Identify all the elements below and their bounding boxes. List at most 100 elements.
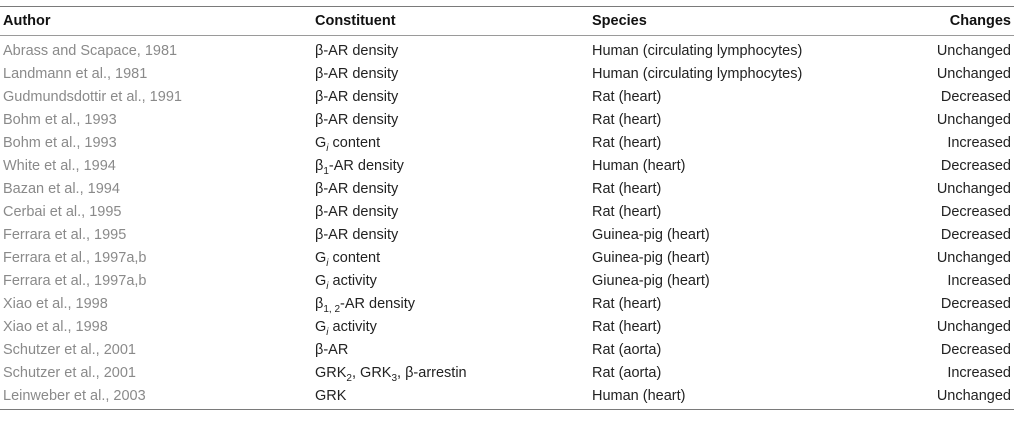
constituent-part: G <box>315 249 327 266</box>
cell-constituent: β-AR density <box>315 204 592 220</box>
cell-author: Cerbai et al., 1995 <box>3 203 122 220</box>
header-row: Author Constituent Species Changes <box>0 7 1014 35</box>
cell-species: Rat (aorta) <box>592 341 662 358</box>
cell-constituent: GRK <box>315 388 592 404</box>
cell-constituent: Gi activity <box>315 272 592 292</box>
header-constituent: Constituent <box>315 13 396 29</box>
table-row: Abrass and Scapace, 1981 β-AR density Huma… <box>0 39 1014 62</box>
constituent-part: β-AR density <box>315 203 399 220</box>
header-author: Author <box>3 13 51 29</box>
cell-changes: Decreased <box>940 157 1011 174</box>
cell-changes: Unchanged <box>936 180 1011 197</box>
constituent-part: activity <box>328 318 377 335</box>
cell-constituent: β-AR density <box>315 66 592 82</box>
constituent-part: content <box>328 249 381 266</box>
cell-species: Human (circulating lymphocytes) <box>592 65 803 82</box>
table-row: Gudmundsdottir et al., 1991 β-AR density R… <box>0 85 1014 108</box>
constituent-part: -AR density <box>328 157 404 174</box>
table-row: Bohm et al., 1993 Gi content Rat (heart) In… <box>0 131 1014 154</box>
constituent-part: i <box>326 326 329 338</box>
top-rule <box>0 6 1014 7</box>
constituent-part: 1, 2 <box>323 303 341 315</box>
constituent-part: GRK <box>315 364 347 381</box>
cell-changes: Decreased <box>940 203 1011 220</box>
cell-author: Ferrara et al., 1995 <box>3 226 127 243</box>
cell-constituent: β-AR <box>315 342 592 358</box>
cell-constituent: β-AR density <box>315 181 592 197</box>
table-row: Schutzer et al., 2001 β-AR Rat (aorta) Decr… <box>0 338 1014 361</box>
table-row: Schutzer et al., 2001 GRK2, GRK3, β-arres… <box>0 361 1014 384</box>
cell-species: Rat (heart) <box>592 295 662 312</box>
cell-author: Leinweber et al., 2003 <box>3 387 146 404</box>
cell-species: Guinea-pig (heart) <box>592 249 710 266</box>
cell-author: Gudmundsdottir et al., 1991 <box>3 88 182 105</box>
table-row: Ferrara et al., 1995 β-AR density Guinea-p… <box>0 223 1014 246</box>
header-changes: Changes <box>949 13 1011 29</box>
cell-changes: Decreased <box>940 226 1011 243</box>
cell-changes: Increased <box>947 134 1011 151</box>
bottom-rule <box>0 409 1014 410</box>
cell-author: Abrass and Scapace, 1981 <box>3 42 178 59</box>
cell-species: Rat (heart) <box>592 88 662 105</box>
cell-author: Bohm et al., 1993 <box>3 134 117 151</box>
constituent-part: content <box>328 134 381 151</box>
cell-species: Human (heart) <box>592 157 686 174</box>
table-row: White et al., 1994 β1-AR density Human (he… <box>0 154 1014 177</box>
cell-constituent: β1-AR density <box>315 157 592 177</box>
cell-author: Schutzer et al., 2001 <box>3 341 136 358</box>
cell-constituent: Gi activity <box>315 318 592 338</box>
constituent-part: β-AR density <box>315 180 399 197</box>
table-row: Ferrara et al., 1997a,b Gi content Guinea-… <box>0 246 1014 269</box>
cell-species: Human (circulating lymphocytes) <box>592 42 803 59</box>
constituent-part: 2 <box>346 372 352 384</box>
cell-author: Landmann et al., 1981 <box>3 65 148 82</box>
constituent-part: 1 <box>323 165 329 177</box>
constituent-part: G <box>315 318 327 335</box>
constituent-part: β-AR density <box>315 88 399 105</box>
table-row: Ferrara et al., 1997a,b Gi activity Giunea… <box>0 269 1014 292</box>
header-rule <box>0 35 1014 36</box>
constituent-part: β-AR density <box>315 42 399 59</box>
cell-constituent: β1, 2-AR density <box>315 295 592 315</box>
constituent-part: β-AR density <box>315 65 399 82</box>
cell-author: Schutzer et al., 2001 <box>3 364 136 381</box>
data-table: Author Constituent Species Changes Abras… <box>0 6 1014 410</box>
table-row: Bazan et al., 1994 β-AR density Rat (heart… <box>0 177 1014 200</box>
cell-author: Xiao et al., 1998 <box>3 295 108 312</box>
cell-changes: Decreased <box>940 341 1011 358</box>
cell-changes: Decreased <box>940 88 1011 105</box>
constituent-part: i <box>326 257 329 269</box>
table-row: Landmann et al., 1981 β-AR density Human (… <box>0 62 1014 85</box>
constituent-part: β-AR density <box>315 226 399 243</box>
table-row: Bohm et al., 1993 β-AR density Rat (heart)… <box>0 108 1014 131</box>
constituent-part: i <box>326 280 329 292</box>
cell-species: Giunea-pig (heart) <box>592 272 710 289</box>
cell-changes: Unchanged <box>936 42 1011 59</box>
table-row: Xiao et al., 1998 β1, 2-AR density Rat (he… <box>0 292 1014 315</box>
cell-species: Rat (aorta) <box>592 364 662 381</box>
table-row: Cerbai et al., 1995 β-AR density Rat (hear… <box>0 200 1014 223</box>
cell-constituent: Gi content <box>315 249 592 269</box>
constituent-part: β <box>315 157 324 174</box>
cell-constituent: GRK2, GRK3, β-arrestin <box>315 364 592 384</box>
cell-species: Rat (heart) <box>592 134 662 151</box>
cell-constituent: β-AR density <box>315 227 592 243</box>
constituent-part: β <box>315 295 324 312</box>
constituent-part: β-AR density <box>315 111 399 128</box>
constituent-part: G <box>315 272 327 289</box>
cell-species: Rat (heart) <box>592 318 662 335</box>
constituent-part: β-AR <box>315 341 349 358</box>
cell-species: Rat (heart) <box>592 180 662 197</box>
constituent-part: GRK <box>315 387 347 404</box>
cell-author: Ferrara et al., 1997a,b <box>3 272 147 289</box>
constituent-part: activity <box>328 272 377 289</box>
cell-constituent: Gi content <box>315 134 592 153</box>
cell-author: White et al., 1994 <box>3 157 116 174</box>
constituent-part: -AR density <box>340 295 415 312</box>
header-species: Species <box>592 13 647 29</box>
cell-author: Bazan et al., 1994 <box>3 180 120 197</box>
cell-constituent: β-AR density <box>315 89 592 105</box>
cell-author: Ferrara et al., 1997a,b <box>3 249 147 266</box>
cell-species: Rat (heart) <box>592 203 662 220</box>
cell-constituent: β-AR density <box>315 43 592 59</box>
